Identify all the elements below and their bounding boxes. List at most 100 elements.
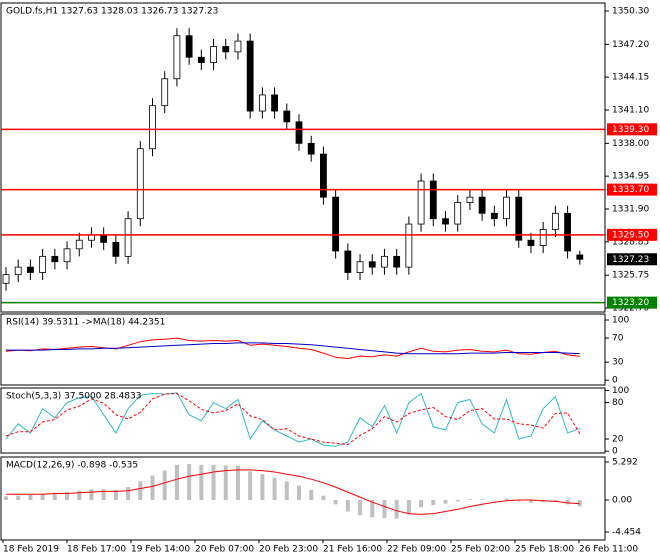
x-tick-label: 20 Feb 07:00 — [195, 545, 254, 555]
candle-body — [185, 35, 193, 58]
y-tick-label: 0.00 — [612, 496, 632, 506]
price-level-tag — [607, 296, 657, 309]
y-tick-label: 30 — [612, 358, 624, 368]
macd-bar — [199, 464, 204, 501]
y-tick-label: 100 — [612, 386, 629, 396]
candle-body — [258, 94, 266, 112]
macd-bar — [394, 500, 399, 519]
price-level-label: 1333.70 — [612, 185, 649, 195]
macd-bar — [321, 495, 326, 501]
x-tick-label: 26 Feb 11:00 — [579, 545, 638, 555]
candle-body — [368, 261, 376, 268]
macd-bar — [297, 485, 301, 501]
y-tick-label: 1344.15 — [612, 73, 649, 83]
candle-body — [405, 223, 413, 268]
candle-body — [551, 212, 559, 230]
candle-body — [2, 274, 10, 284]
candle-body — [63, 248, 71, 263]
y-tick-label: 1325.75 — [612, 271, 649, 281]
current-price-label: 1327.23 — [612, 255, 649, 265]
macd-bar — [113, 489, 118, 501]
y-tick-label: 1347.20 — [612, 40, 649, 50]
macd-bar — [516, 500, 521, 502]
macd-bar — [223, 465, 228, 501]
macd-bar — [480, 499, 485, 501]
y-tick-label: 1350.30 — [612, 6, 649, 16]
y-tick-label: 100 — [612, 316, 629, 326]
macd-bar — [431, 500, 436, 506]
y-tick-label: 1338.00 — [612, 139, 649, 149]
macd-bar — [77, 490, 82, 501]
candle-body — [234, 40, 242, 53]
macd-bar — [333, 500, 338, 505]
macd-bar — [272, 477, 277, 501]
candle-body — [454, 202, 462, 225]
macd-bar — [65, 492, 70, 501]
price-level-tag — [607, 183, 657, 196]
panel-title: RSI(14) 39.5311 ->MA(18) 44.2351 — [6, 318, 165, 328]
candle-body — [295, 121, 303, 144]
y-tick-label: 1334.95 — [612, 172, 649, 182]
macd-bar — [260, 474, 265, 501]
candle-body — [14, 266, 22, 276]
panel-frame — [0, 313, 606, 386]
macd-bar — [101, 489, 106, 501]
price-level-label: 1339.30 — [612, 125, 649, 135]
candle-body — [442, 218, 449, 225]
candle-body — [466, 196, 474, 203]
candle-body — [515, 196, 523, 241]
macd-bar — [309, 489, 314, 501]
y-tick-label: 1328.85 — [612, 237, 649, 247]
y-tick-label: 1331.90 — [612, 205, 649, 215]
candle-body — [564, 212, 571, 252]
candle-body — [356, 261, 364, 273]
panel-title: GOLD.fs,H1 1327.63 1328.03 1326.73 1327.… — [6, 7, 218, 17]
indicator-line — [5, 337, 580, 360]
y-tick-label: 80 — [612, 398, 624, 408]
indicator-line — [5, 392, 580, 447]
macd-bar — [455, 500, 460, 502]
macd-bar — [284, 481, 289, 501]
current-price-tag — [607, 253, 657, 266]
y-tick-label: 20 — [612, 435, 624, 445]
candle-body — [210, 46, 217, 64]
macd-bar — [248, 471, 253, 501]
price-level-label: 1323.20 — [612, 298, 649, 308]
candle-body — [161, 78, 169, 107]
candle-body — [539, 229, 547, 246]
candle-body — [100, 234, 108, 243]
macd-bar — [406, 500, 411, 515]
macd-bar — [345, 500, 350, 512]
price-level-label: 1329.50 — [612, 230, 649, 240]
candle-body — [527, 239, 535, 246]
candle-body — [393, 255, 401, 268]
candle-body — [307, 142, 315, 155]
macd-bar — [528, 500, 533, 503]
macd-bar — [235, 465, 240, 501]
indicator-line — [6, 469, 580, 515]
x-tick-label: 19 Feb 14:00 — [131, 545, 190, 555]
macd-bar — [565, 500, 570, 505]
macd-bar — [382, 500, 387, 518]
macd-bar — [52, 492, 57, 501]
macd-bar — [150, 475, 155, 501]
candle-body — [222, 46, 230, 53]
x-tick-label: 18 Feb 2019 — [3, 545, 59, 555]
macd-bar — [16, 495, 21, 501]
candle-body — [271, 94, 278, 112]
y-tick-label: 5.292 — [612, 458, 638, 468]
candle-body — [320, 153, 327, 198]
macd-bar — [187, 464, 192, 501]
candle-body — [39, 255, 47, 273]
macd-bar — [28, 494, 33, 501]
price-level-tag — [607, 228, 657, 241]
indicator-line — [5, 392, 581, 446]
macd-bar — [174, 464, 179, 501]
candle-body — [124, 218, 132, 257]
panel-frame — [0, 387, 606, 454]
candle-body — [88, 234, 95, 241]
macd-bar — [443, 500, 448, 504]
candle-body — [173, 35, 181, 80]
x-tick-label: 18 Feb 17:00 — [67, 545, 126, 555]
